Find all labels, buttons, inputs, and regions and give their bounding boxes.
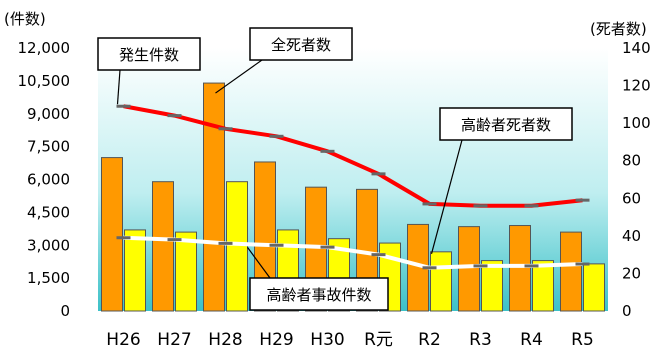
line-elderly-deaths [123,235,583,270]
callout-leader [247,247,271,279]
callout-label: 全死者数 [271,36,331,54]
right-tick-label: 120 [622,77,651,95]
left-tick-label: 6,000 [27,171,70,189]
bar-elderly-accidents [583,263,605,312]
line-total-deaths [123,104,583,208]
left-axis-unit: (件数) [4,10,46,28]
left-tick-label: 0 [60,302,70,320]
x-tick-label: R3 [469,330,492,349]
callout-box [249,277,389,311]
x-tick-label: R4 [520,330,543,349]
callout-leader [430,139,463,254]
x-tick-label: H28 [208,330,242,349]
left-tick-label: 9,000 [27,105,70,123]
bar-total-accidents [101,157,123,312]
right-tick-label: 20 [622,264,641,282]
bar-elderly-accidents [430,251,452,312]
right-tick-label: 60 [622,189,641,207]
callout-label: 高齢者事故件数 [266,286,371,304]
callout-leader [215,59,263,94]
left-tick-label: 1,500 [27,269,70,287]
callout-box [249,27,353,61]
bar-elderly-accidents [124,229,146,312]
bar-total-accidents [560,231,582,312]
bar-total-accidents [203,82,225,312]
x-tick-label: H26 [106,330,140,349]
callout-label: 高齢者死者数 [461,116,551,134]
bar-elderly-accidents [532,260,554,312]
bar-total-accidents [458,226,480,312]
bar-total-accidents [152,181,174,312]
right-tick-label: 80 [622,152,641,170]
left-tick-label: 10,500 [18,72,71,90]
x-tick-label: R5 [571,330,594,349]
bar-elderly-accidents [481,260,503,312]
bar-elderly-accidents [175,231,197,312]
left-tick-label: 12,000 [18,39,71,57]
x-tick-label: R2 [418,330,441,349]
left-tick-label: 4,500 [27,203,70,221]
right-axis-unit: (死者数) [590,20,647,38]
callout-label: 発生件数 [119,46,179,64]
plot-area [98,48,608,311]
bar-total-accidents [509,225,531,312]
bar-elderly-accidents [226,181,248,312]
x-tick-label: H27 [157,330,191,349]
left-tick-label: 3,000 [27,236,70,254]
right-tick-label: 100 [622,114,651,132]
right-tick-label: 40 [622,227,641,245]
x-tick-label: R元 [364,330,393,349]
right-tick-label: 0 [622,302,632,320]
bar-total-accidents [254,161,276,312]
x-tick-label: H29 [259,330,293,349]
callout-leader [116,69,121,105]
x-tick-label: H30 [310,330,344,349]
callout-box [97,37,201,71]
callout-box [439,107,573,141]
right-tick-label: 140 [622,39,651,57]
left-tick-label: 7,500 [27,138,70,156]
